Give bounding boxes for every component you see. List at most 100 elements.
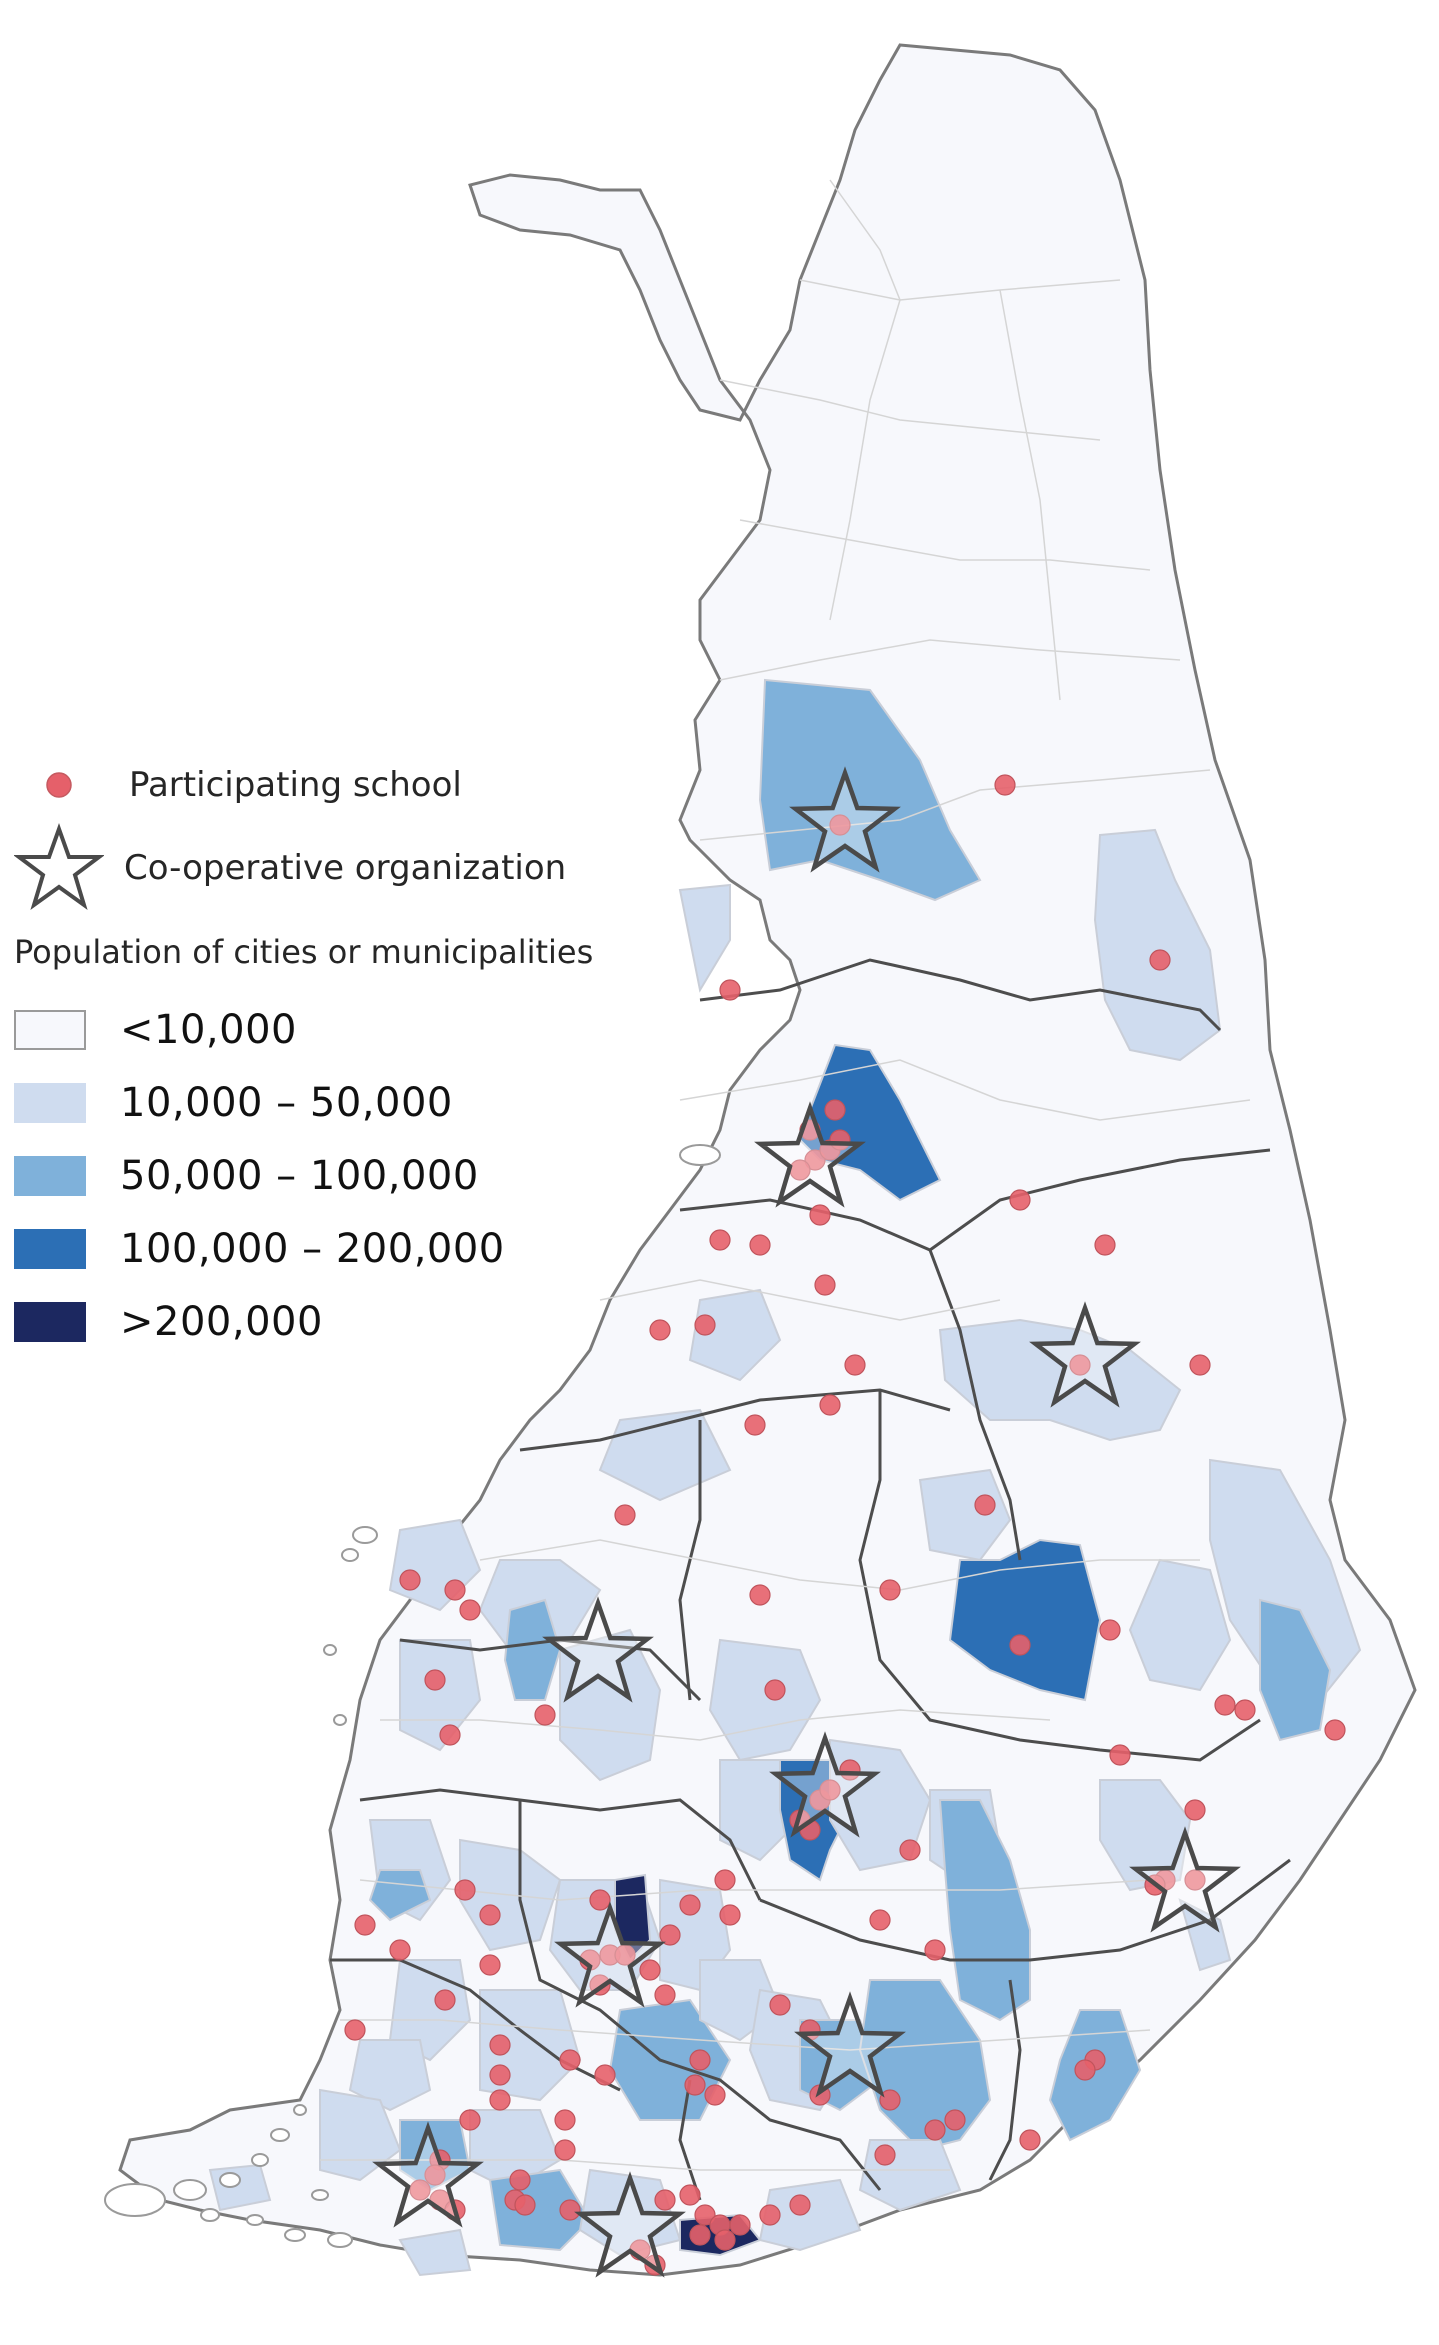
participating-school-marker — [489, 2064, 511, 2086]
participating-school-marker — [719, 979, 741, 1001]
participating-school-marker — [344, 2019, 366, 2041]
co-operative-organization-star — [372, 2121, 484, 2228]
participating-school-marker — [1189, 1354, 1211, 1376]
swatch-10k-50k — [14, 1083, 86, 1123]
participating-school-marker — [809, 1204, 831, 1226]
participating-school-marker — [789, 2194, 811, 2216]
participating-school-marker — [869, 1909, 891, 1931]
co-operative-organization-star — [1129, 1826, 1241, 1933]
participating-school-marker — [399, 1569, 421, 1591]
participating-school-symbol — [46, 772, 72, 798]
co-operative-star-symbol — [14, 823, 104, 911]
co-operative-organization-star — [769, 1731, 881, 1838]
participating-school-marker — [924, 2119, 946, 2141]
participating-school-marker — [879, 1579, 901, 1601]
participating-school-marker — [899, 1839, 921, 1861]
participating-school-marker — [409, 2179, 431, 2201]
legend-class-label: 100,000 – 200,000 — [120, 1226, 505, 1272]
participating-school-marker — [1214, 1694, 1236, 1716]
participating-school-marker — [559, 2049, 581, 2071]
participating-school-marker — [1009, 1634, 1031, 1656]
co-operative-organization-star — [794, 1991, 906, 2098]
participating-school-marker — [654, 1984, 676, 2006]
participating-school-marker — [589, 1889, 611, 1911]
participating-school-marker — [714, 2229, 736, 2251]
participating-school-marker — [694, 1314, 716, 1336]
participating-school-marker — [389, 1939, 411, 1961]
co-operative-organization-star — [574, 2171, 686, 2278]
participating-school-marker — [744, 1414, 766, 1436]
legend-org-label: Co-operative organization — [124, 848, 567, 888]
legend-class-label: >200,000 — [120, 1299, 323, 1345]
participating-school-marker — [1109, 1744, 1131, 1766]
participating-school-marker — [679, 2184, 701, 2206]
participating-school-marker — [1234, 1699, 1256, 1721]
participating-school-marker — [354, 1914, 376, 1936]
participating-school-marker — [639, 1959, 661, 1981]
participating-school-marker — [459, 1599, 481, 1621]
participating-school-marker — [439, 1724, 461, 1746]
participating-school-marker — [1009, 1189, 1031, 1211]
participating-school-marker — [879, 2089, 901, 2111]
participating-school-marker — [874, 2144, 896, 2166]
participating-school-marker — [759, 2204, 781, 2226]
swatch-under-10k — [14, 1010, 86, 1050]
participating-school-marker — [714, 1869, 736, 1891]
legend-class-label: 10,000 – 50,000 — [120, 1080, 453, 1126]
participating-school-marker — [659, 1924, 681, 1946]
co-operative-organization-star — [554, 1901, 666, 2008]
participating-school-marker — [814, 1274, 836, 1296]
participating-school-marker — [824, 1099, 846, 1121]
participating-school-marker — [944, 2109, 966, 2131]
participating-school-marker — [1184, 1799, 1206, 1821]
co-operative-organization-star — [754, 1101, 866, 1208]
swatch-over-200k — [14, 1302, 86, 1342]
participating-school-marker — [614, 1504, 636, 1526]
legend-class-label: 50,000 – 100,000 — [120, 1153, 479, 1199]
archipelago-islands — [104, 1144, 721, 2248]
participating-school-marker — [769, 1994, 791, 2016]
participating-school-marker — [749, 1234, 771, 1256]
participating-school-marker — [1099, 1619, 1121, 1641]
participating-school-marker — [804, 1149, 826, 1171]
participating-school-marker — [489, 2034, 511, 2056]
participating-school-marker — [649, 1319, 671, 1341]
participating-school-marker — [704, 2084, 726, 2106]
participating-school-marker — [424, 1669, 446, 1691]
participating-school-marker — [684, 2074, 706, 2096]
participating-school-marker — [509, 2169, 531, 2191]
participating-school-marker — [749, 1584, 771, 1606]
participating-school-marker — [1069, 1354, 1091, 1376]
participating-school-marker — [424, 2164, 446, 2186]
participating-school-marker — [1324, 1719, 1346, 1741]
participating-school-marker — [764, 1679, 786, 1701]
participating-school-marker — [709, 1229, 731, 1251]
swatch-50k-100k — [14, 1156, 86, 1196]
participating-school-marker — [444, 1579, 466, 1601]
participating-school-marker — [924, 1939, 946, 1961]
participating-school-marker — [479, 1954, 501, 1976]
participating-school-marker — [489, 2089, 511, 2111]
participating-school-marker — [559, 2199, 581, 2221]
participating-school-marker — [434, 1989, 456, 2011]
participating-school-marker — [974, 1494, 996, 1516]
participating-school-marker — [694, 2204, 716, 2226]
participating-school-marker — [719, 1904, 741, 1926]
swatch-100k-200k — [14, 1229, 86, 1269]
participating-school-marker — [829, 814, 851, 836]
participating-school-marker — [689, 2224, 711, 2246]
co-operative-organization-star — [542, 1596, 654, 1703]
participating-school-marker — [459, 2109, 481, 2131]
participating-school-marker — [844, 1354, 866, 1376]
participating-school-marker — [534, 1704, 556, 1726]
legend-school-label: Participating school — [129, 765, 462, 805]
participating-school-marker — [1184, 1869, 1206, 1891]
participating-school-marker — [594, 2064, 616, 2086]
legend-class-label: <10,000 — [120, 1007, 297, 1053]
participating-school-marker — [819, 1779, 841, 1801]
participating-school-marker — [689, 2049, 711, 2071]
participating-school-marker — [819, 1394, 841, 1416]
participating-school-marker — [1019, 2129, 1041, 2151]
participating-school-marker — [454, 1879, 476, 1901]
